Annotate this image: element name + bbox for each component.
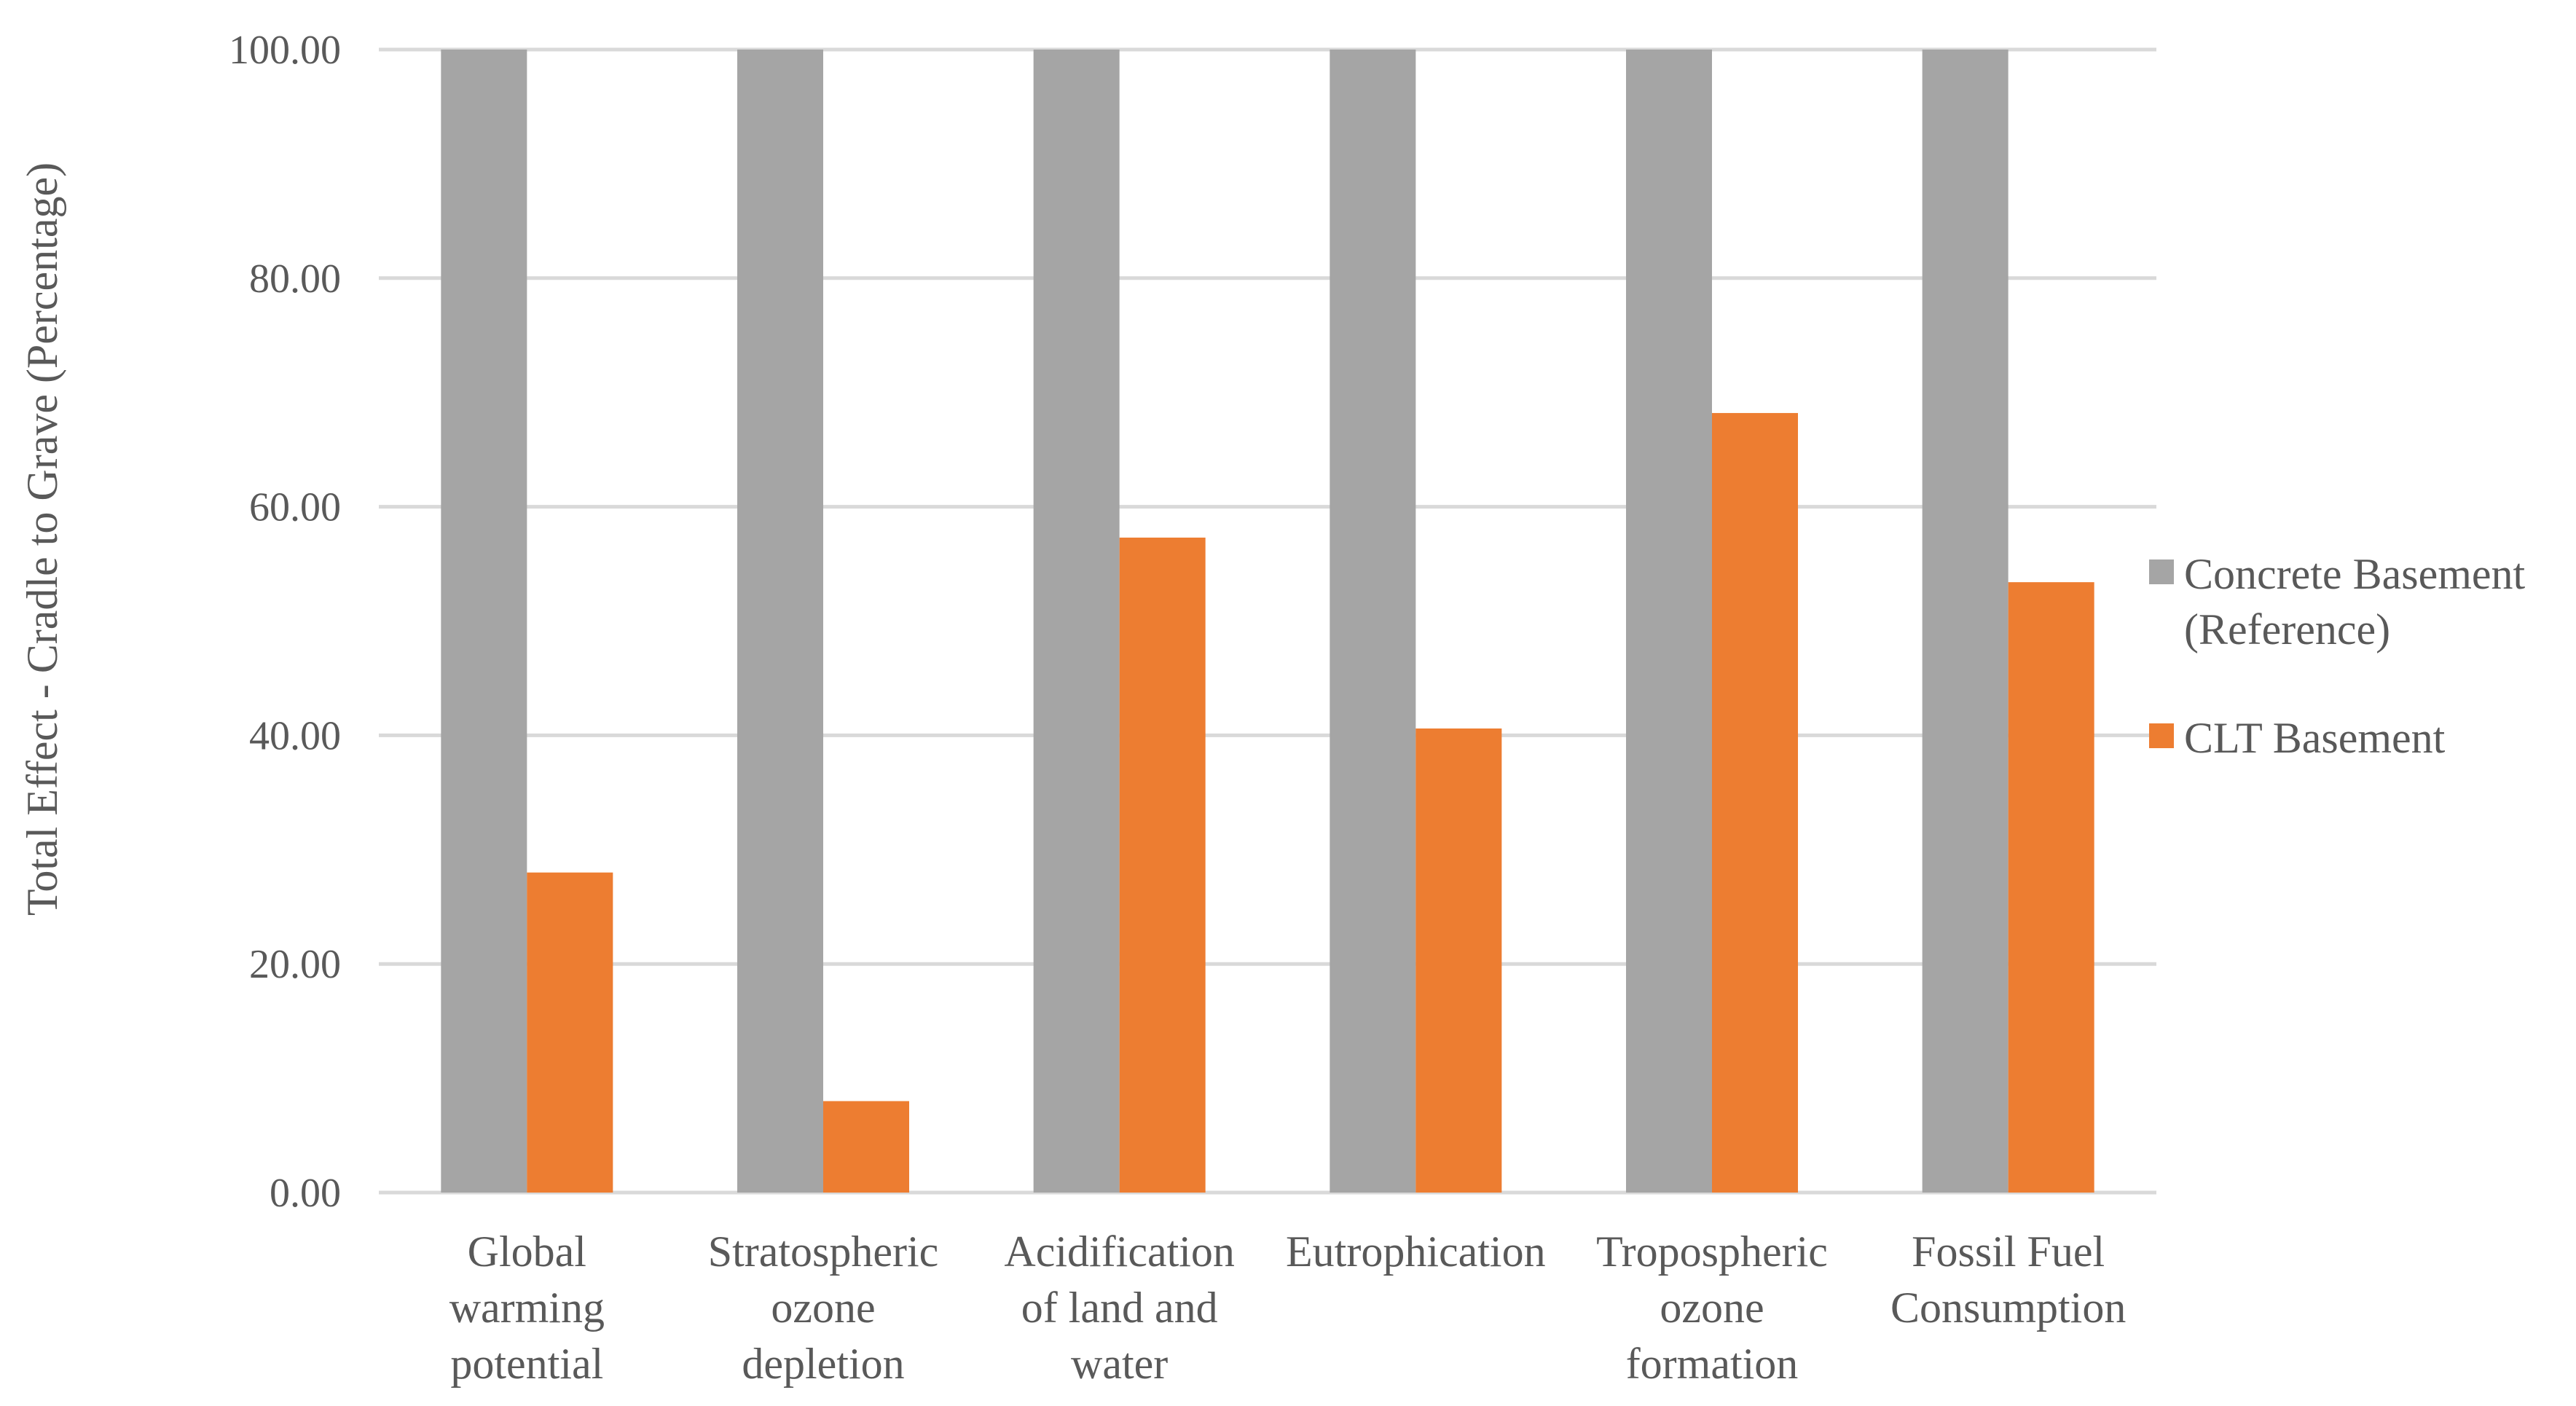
x-category-label: Stratospheric [708, 1228, 939, 1276]
x-category-label: Fossil Fuel [1912, 1228, 2105, 1276]
y-axis-label-group: Total Effect - Cradle to Grave (Percenta… [18, 162, 66, 916]
y-tick-label: 80.00 [249, 256, 341, 302]
bar-concrete-1 [737, 50, 823, 1193]
bar-clt-0 [527, 872, 613, 1193]
bar-clt-1 [823, 1101, 909, 1193]
bar-clt-4 [1712, 412, 1798, 1193]
legend-label: Concrete Basement [2184, 550, 2525, 598]
y-tick-label: 20.00 [249, 942, 341, 987]
x-category-label: formation [1626, 1340, 1799, 1388]
x-category-label: Eutrophication [1286, 1228, 1546, 1276]
legend-label: CLT Basement [2184, 714, 2446, 762]
x-category-label: Global [468, 1228, 586, 1276]
bar-clt-3 [1415, 728, 1502, 1193]
x-category-label: Tropospheric [1596, 1228, 1828, 1276]
x-category-label: potential [450, 1340, 603, 1388]
bar-concrete-3 [1330, 50, 1416, 1193]
y-tick-label: 0.00 [270, 1171, 341, 1216]
bar-concrete-4 [1626, 50, 1712, 1193]
x-category-label: Consumption [1890, 1284, 2126, 1332]
legend-swatch [2149, 559, 2174, 584]
x-category-label: of land and [1021, 1284, 1218, 1332]
y-tick-label: 100.00 [229, 28, 341, 73]
x-category-label: depletion [742, 1340, 904, 1388]
bar-clt-2 [1119, 537, 1206, 1193]
bar-clt-5 [2008, 582, 2094, 1193]
x-category-label: ozone [1660, 1284, 1764, 1332]
bar-concrete-5 [1922, 50, 2008, 1193]
bar-concrete-2 [1033, 50, 1120, 1193]
legend: Concrete Basement (Reference) CLT Basement [2149, 550, 2525, 762]
x-category-label: ozone [771, 1284, 875, 1332]
x-axis-categories: Global warming potential Stratospheric ozone… [449, 1228, 2127, 1388]
y-axis-ticks: 0.00 20.00 40.00 60.00 80.00 100.00 [229, 28, 341, 1216]
x-category-label: water [1071, 1340, 1168, 1388]
y-tick-label: 60.00 [249, 485, 341, 530]
y-tick-label: 40.00 [249, 713, 341, 758]
bar-concrete-0 [441, 50, 527, 1193]
bars [441, 50, 2094, 1193]
legend-swatch [2149, 723, 2174, 748]
gridlines [379, 47, 2156, 1195]
x-category-label: warming [449, 1284, 605, 1332]
y-axis-label: Total Effect - Cradle to Grave (Percenta… [18, 162, 66, 916]
legend-label: (Reference) [2184, 605, 2390, 653]
x-category-label: Acidification [1004, 1228, 1235, 1276]
